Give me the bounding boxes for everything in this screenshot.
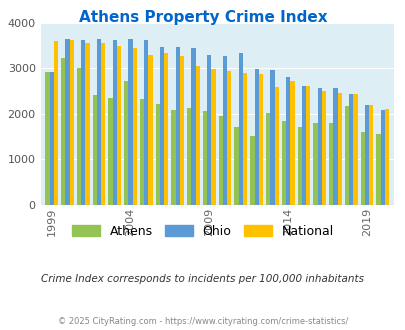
- Bar: [160, 47, 164, 205]
- Bar: [179, 56, 184, 205]
- Bar: [108, 98, 112, 205]
- Bar: [101, 43, 105, 205]
- Bar: [164, 53, 168, 205]
- Bar: [364, 105, 368, 205]
- Bar: [69, 40, 74, 205]
- Bar: [49, 72, 53, 205]
- Bar: [144, 40, 148, 205]
- Bar: [139, 99, 144, 205]
- Bar: [290, 81, 294, 205]
- Bar: [175, 47, 179, 205]
- Bar: [117, 46, 121, 205]
- Bar: [96, 39, 101, 205]
- Bar: [249, 136, 254, 205]
- Bar: [333, 88, 337, 205]
- Bar: [380, 110, 384, 205]
- Bar: [211, 69, 215, 205]
- Bar: [92, 95, 96, 205]
- Bar: [368, 105, 373, 205]
- Bar: [77, 68, 81, 205]
- Bar: [281, 121, 286, 205]
- Bar: [243, 73, 247, 205]
- Bar: [305, 86, 309, 205]
- Bar: [286, 77, 290, 205]
- Bar: [227, 71, 231, 205]
- Bar: [53, 41, 58, 205]
- Bar: [337, 93, 341, 205]
- Bar: [124, 81, 128, 205]
- Text: Crime Index corresponds to incidents per 100,000 inhabitants: Crime Index corresponds to incidents per…: [41, 274, 364, 284]
- Bar: [81, 40, 85, 205]
- Bar: [360, 132, 364, 205]
- Bar: [258, 74, 262, 205]
- Bar: [375, 134, 380, 205]
- Bar: [171, 110, 175, 205]
- Bar: [321, 91, 325, 205]
- Bar: [155, 104, 160, 205]
- Bar: [207, 55, 211, 205]
- Bar: [328, 123, 333, 205]
- Bar: [65, 39, 69, 205]
- Bar: [222, 56, 227, 205]
- Legend: Athens, Ohio, National: Athens, Ohio, National: [72, 225, 333, 238]
- Bar: [112, 40, 117, 205]
- Bar: [265, 113, 270, 205]
- Bar: [317, 88, 321, 205]
- Bar: [218, 116, 222, 205]
- Bar: [45, 72, 49, 205]
- Bar: [85, 43, 90, 205]
- Bar: [187, 108, 191, 205]
- Bar: [148, 55, 152, 205]
- Bar: [313, 123, 317, 205]
- Bar: [238, 53, 243, 205]
- Bar: [301, 86, 305, 205]
- Bar: [352, 94, 357, 205]
- Bar: [344, 106, 348, 205]
- Bar: [202, 111, 207, 205]
- Bar: [132, 48, 136, 205]
- Bar: [348, 94, 352, 205]
- Bar: [297, 127, 301, 205]
- Bar: [254, 69, 258, 205]
- Bar: [61, 58, 65, 205]
- Bar: [270, 70, 274, 205]
- Bar: [274, 86, 278, 205]
- Text: © 2025 CityRating.com - https://www.cityrating.com/crime-statistics/: © 2025 CityRating.com - https://www.city…: [58, 317, 347, 326]
- Bar: [234, 127, 238, 205]
- Bar: [191, 48, 195, 205]
- Text: Athens Property Crime Index: Athens Property Crime Index: [79, 10, 326, 25]
- Bar: [128, 39, 132, 205]
- Bar: [384, 109, 388, 205]
- Bar: [195, 66, 199, 205]
